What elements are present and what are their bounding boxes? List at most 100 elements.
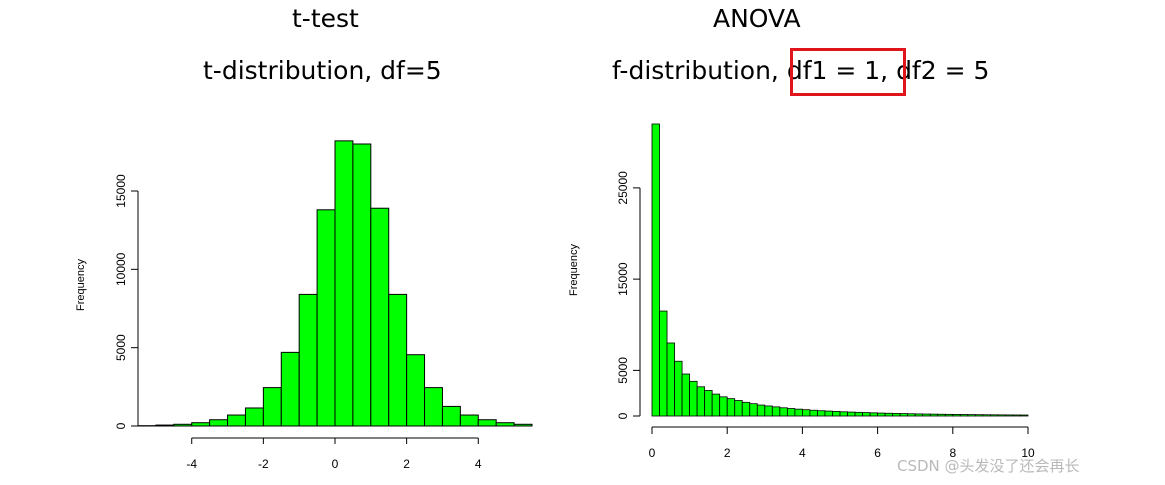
- f-histogram-bar: [944, 413, 954, 417]
- f-y-tick-label: 15000: [616, 262, 630, 296]
- t-y-tick-label: 0: [114, 422, 128, 429]
- f-histogram-bar: [704, 390, 713, 417]
- f-histogram-bar: [681, 373, 691, 417]
- f-histogram-bar: [689, 380, 698, 417]
- t-histogram-bar: [477, 419, 497, 427]
- f-histogram-bar: [817, 410, 826, 417]
- t-histogram-bar: [388, 293, 408, 427]
- f-y-tick-label: 25000: [616, 171, 630, 205]
- f-y-axis-label: Frequency: [568, 244, 580, 296]
- t-histogram-bar: [352, 143, 372, 427]
- f-histogram-bar: [756, 404, 766, 417]
- t-histogram-bar: [209, 419, 229, 427]
- f-y-tick-label: 5000: [616, 357, 630, 384]
- f-histogram-bar: [771, 406, 781, 417]
- f-histogram-bar: [847, 411, 856, 417]
- t-y-tick-label: 15000: [114, 174, 128, 208]
- t-y-axis-label: Frequency: [75, 259, 87, 311]
- t-histogram-bar: [298, 293, 318, 427]
- t-histogram-bar: [406, 354, 426, 427]
- f-histogram-bar: [854, 411, 863, 417]
- t-y-tick-label: 10000: [114, 252, 128, 286]
- f-histogram-bar: [749, 403, 758, 417]
- f-histogram-bar: [824, 410, 833, 417]
- f-histogram-bar: [779, 407, 788, 417]
- f-histogram-bar: [959, 414, 969, 417]
- f-histogram-bar: [832, 411, 841, 417]
- f-histogram-bar: [659, 310, 668, 417]
- t-test-header: t-test: [292, 4, 359, 33]
- f-histogram-bar: [990, 414, 999, 417]
- f-histogram-bar: [734, 400, 743, 417]
- f-histogram-bar: [899, 413, 909, 417]
- t-histogram-bar: [316, 209, 336, 427]
- t-x-tick-label: 0: [332, 457, 339, 471]
- f-x-tick-label: 0: [649, 446, 656, 460]
- f-histogram-bar: [1012, 414, 1021, 417]
- f-histogram-bar: [982, 414, 991, 417]
- t-y-tick-label: 5000: [114, 334, 128, 361]
- f-histogram-bar: [862, 412, 871, 417]
- f-histogram-bar: [884, 412, 894, 417]
- f-histogram-bar: [786, 408, 796, 417]
- t-x-tick-label: -4: [186, 457, 197, 471]
- f-histogram-bar: [937, 413, 946, 417]
- watermark: CSDN @头发没了还会再长: [897, 457, 1080, 475]
- t-x-tick-label: 4: [475, 457, 482, 471]
- t-histogram-bar: [370, 207, 390, 427]
- f-histogram-bar: [764, 405, 773, 417]
- f-histogram-bar: [1020, 414, 1029, 417]
- f-histogram-bar: [952, 414, 961, 417]
- f-chart-title: f-distribution, df1 = 1, df2 = 5: [612, 56, 989, 86]
- t-histogram-bar: [495, 422, 515, 427]
- f-histogram-bar: [907, 413, 916, 417]
- f-histogram-bar: [651, 123, 660, 417]
- t-histogram-bar: [244, 407, 264, 427]
- f-x-tick-label: 10: [1021, 446, 1035, 460]
- f-x-tick-label: 6: [874, 446, 881, 460]
- f-histogram-bar: [674, 360, 683, 417]
- f-histogram-bar: [719, 396, 728, 417]
- t-x-tick-label: 2: [403, 457, 410, 471]
- f-histogram-bar: [696, 386, 706, 417]
- t-x-tick-label: -2: [258, 457, 269, 471]
- t-histogram-bar: [191, 422, 211, 427]
- f-histogram-bar: [741, 401, 751, 417]
- t-histogram-bar: [334, 140, 354, 427]
- t-histogram-bar: [441, 405, 461, 427]
- anova-header: ANOVA: [713, 4, 801, 33]
- t-histogram-bar: [227, 414, 246, 427]
- f-title-part-3: df2 = 5: [896, 56, 990, 85]
- f-histogram-bar: [997, 414, 1006, 417]
- f-histogram-bar: [809, 409, 818, 417]
- f-x-tick-label: 4: [799, 446, 806, 460]
- t-histogram-bar: [513, 423, 533, 427]
- t-histogram-bar: [262, 387, 282, 427]
- t-histogram-bar: [155, 424, 175, 427]
- f-histogram-bar: [914, 413, 924, 417]
- df1-highlight-box: [790, 48, 906, 96]
- f-x-tick-label: 8: [949, 446, 956, 460]
- f-histogram-bar: [726, 398, 736, 417]
- f-histogram-bar: [666, 342, 675, 417]
- t-histogram-bar: [280, 351, 300, 427]
- f-x-tick-label: 2: [724, 446, 731, 460]
- f-histogram-bar: [974, 414, 984, 417]
- f-histogram-bar: [794, 408, 803, 417]
- f-histogram-bar: [877, 412, 886, 417]
- f-histogram-bar: [967, 414, 976, 417]
- f-histogram-bar: [929, 413, 939, 417]
- t-histogram-bar: [424, 387, 443, 427]
- f-title-part-2: df1 = 1,: [786, 56, 889, 85]
- f-histogram-bar: [802, 409, 811, 417]
- f-histogram-bar: [869, 412, 879, 417]
- f-histogram-bar: [711, 393, 721, 417]
- f-histogram-bar: [892, 413, 901, 417]
- t-chart-title: t-distribution, df=5: [203, 56, 442, 85]
- f-histogram-bar: [839, 411, 848, 417]
- f-histogram-bar: [922, 413, 931, 417]
- t-histogram-bar: [173, 423, 193, 427]
- t-histogram-bar: [459, 414, 479, 427]
- f-title-part-1: f-distribution,: [612, 56, 779, 85]
